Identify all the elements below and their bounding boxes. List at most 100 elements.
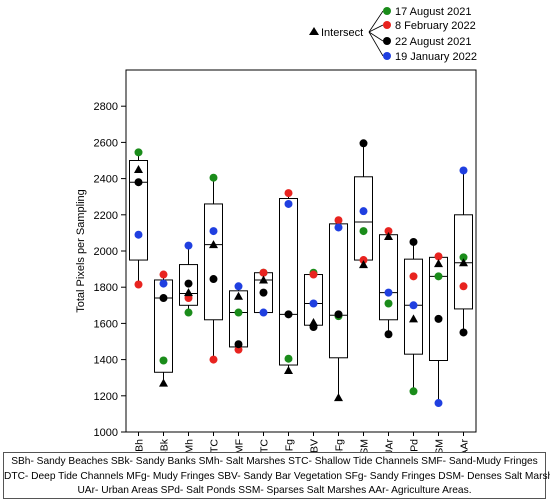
point-smf-series-4 xyxy=(234,282,243,291)
point-sbk-series-2 xyxy=(159,270,168,279)
point-sbv-series-4 xyxy=(309,299,318,308)
point-spd-series-1 xyxy=(409,387,418,396)
point-uar-series-4 xyxy=(384,288,393,297)
point-sbk-series-3 xyxy=(159,294,168,303)
y-tick-label: 2600 xyxy=(94,137,118,149)
point-sfg-series-2 xyxy=(334,216,343,225)
legend-connector xyxy=(368,31,384,42)
point-ssm-series-4 xyxy=(434,399,443,408)
point-sbv-series-2 xyxy=(309,270,318,279)
y-tick-label: 2800 xyxy=(94,101,118,113)
y-tick-label: 1400 xyxy=(94,355,118,367)
intersect-marker-sbk xyxy=(159,378,168,387)
box-smh xyxy=(179,245,198,313)
point-sbk-series-4 xyxy=(159,279,168,288)
legend-swatch-4 xyxy=(383,52,391,60)
point-aar-series-4 xyxy=(459,166,468,175)
legend-swatch-2 xyxy=(383,21,391,29)
point-stc-series-1 xyxy=(209,173,218,182)
intersect-marker-ssm xyxy=(434,259,443,268)
point-aar-series-3 xyxy=(459,328,468,337)
point-smh-series-4 xyxy=(184,241,193,250)
point-sbh-series-1 xyxy=(134,148,143,157)
point-mfg-series-1 xyxy=(284,354,293,363)
x-tick-label-sbv: SBV xyxy=(309,439,321,452)
x-tick-label-ssm: SSM xyxy=(434,439,446,452)
point-uar-series-1 xyxy=(384,299,393,308)
y-tick-label: 1200 xyxy=(94,391,118,403)
point-uar-series-2 xyxy=(384,227,393,236)
footnote-line-2: DTC- Deep Tide Channels MFg- Mudy Fringe… xyxy=(4,470,550,482)
x-tick-label-smf: SMF xyxy=(234,439,246,452)
x-tick-label-sbk: SBk xyxy=(159,438,171,452)
legend-label-4: 19 January 2022 xyxy=(395,51,477,63)
box-body xyxy=(279,198,298,366)
abbreviation-footnote: SBh- Sandy Beaches SBk- Sandy Banks SMh-… xyxy=(3,452,550,499)
y-tick-label: 2200 xyxy=(94,210,118,222)
box-sbk xyxy=(154,274,173,384)
intersect-marker-aar xyxy=(459,258,468,267)
box-body xyxy=(129,160,148,261)
legend-connector xyxy=(368,24,384,33)
point-ssm-series-2 xyxy=(434,252,443,261)
point-aar-series-2 xyxy=(459,282,468,291)
point-sbh-series-2 xyxy=(134,280,143,289)
intersect-marker-sbh xyxy=(134,165,143,174)
x-tick-label-smh: SMh xyxy=(184,439,196,452)
point-dtc-series-2 xyxy=(259,268,268,277)
footnote-line-1: SBh- Sandy Beaches SBk- Sandy Banks SMh-… xyxy=(11,456,538,467)
x-tick-label-aar: AAr xyxy=(459,439,471,452)
point-dsm-series-4 xyxy=(359,207,368,216)
point-spd-series-3 xyxy=(409,237,418,246)
box-sfg xyxy=(329,220,348,398)
point-spd-series-4 xyxy=(409,301,418,310)
point-dsm-series-1 xyxy=(359,227,368,236)
x-tick-label-stc: STC xyxy=(209,439,221,452)
point-sbk-series-1 xyxy=(159,356,168,365)
legend-connector xyxy=(368,10,384,33)
intersect-marker-smf xyxy=(234,291,243,300)
legend-label-1: 17 August 2021 xyxy=(395,6,471,18)
legend-connector xyxy=(368,31,384,57)
point-mfg-series-3 xyxy=(284,310,293,319)
intersect-marker-smh xyxy=(184,288,193,297)
box-mfg xyxy=(279,193,298,371)
point-dsm-series-3 xyxy=(359,139,368,148)
point-stc-series-2 xyxy=(209,355,218,364)
y-tick-label: 1000 xyxy=(94,427,118,439)
legend-swatch-3 xyxy=(383,37,391,45)
x-tick-label-dsm: DSM xyxy=(359,439,371,452)
intersect-marker-mfg xyxy=(284,365,293,374)
footnote-line-3: UAr- Urban Areas SPd- Salt Ponds SSM- Sp… xyxy=(77,485,472,496)
intersect-marker-spd xyxy=(409,314,418,323)
box-uar xyxy=(379,231,398,335)
point-dtc-series-3 xyxy=(259,288,268,297)
legend-intersect-label: Intersect xyxy=(321,27,363,39)
legend-label-2: 8 February 2022 xyxy=(395,20,476,32)
box-sbh xyxy=(129,152,148,285)
intersect-marker-dsm xyxy=(359,260,368,269)
box-dsm xyxy=(354,143,373,265)
box-body xyxy=(204,203,223,321)
point-ssm-series-3 xyxy=(434,314,443,323)
box-body xyxy=(329,223,348,359)
y-tick-label: 2400 xyxy=(94,174,118,186)
point-uar-series-3 xyxy=(384,330,393,339)
x-tick-label-spd: SPd xyxy=(409,439,421,452)
x-tick-label-uar: UAr xyxy=(384,439,396,452)
intersect-marker-stc xyxy=(209,240,218,249)
y-axis-label: Total Pixels per Sampling xyxy=(75,189,87,313)
point-stc-series-4 xyxy=(209,227,218,236)
point-smh-series-1 xyxy=(184,308,193,317)
plot-frame xyxy=(125,69,477,433)
intersect-marker-sfg xyxy=(334,393,343,402)
intersect-marker-uar xyxy=(384,232,393,241)
intersect-marker-dtc xyxy=(259,275,268,284)
point-smh-series-3 xyxy=(184,279,193,288)
y-tick-label: 2000 xyxy=(94,246,118,258)
point-spd-series-2 xyxy=(409,272,418,281)
intersect-marker-sbv xyxy=(309,317,318,326)
point-aar-series-1 xyxy=(459,253,468,262)
point-sfg-series-4 xyxy=(334,223,343,232)
y-tick-label: 1600 xyxy=(94,318,118,330)
